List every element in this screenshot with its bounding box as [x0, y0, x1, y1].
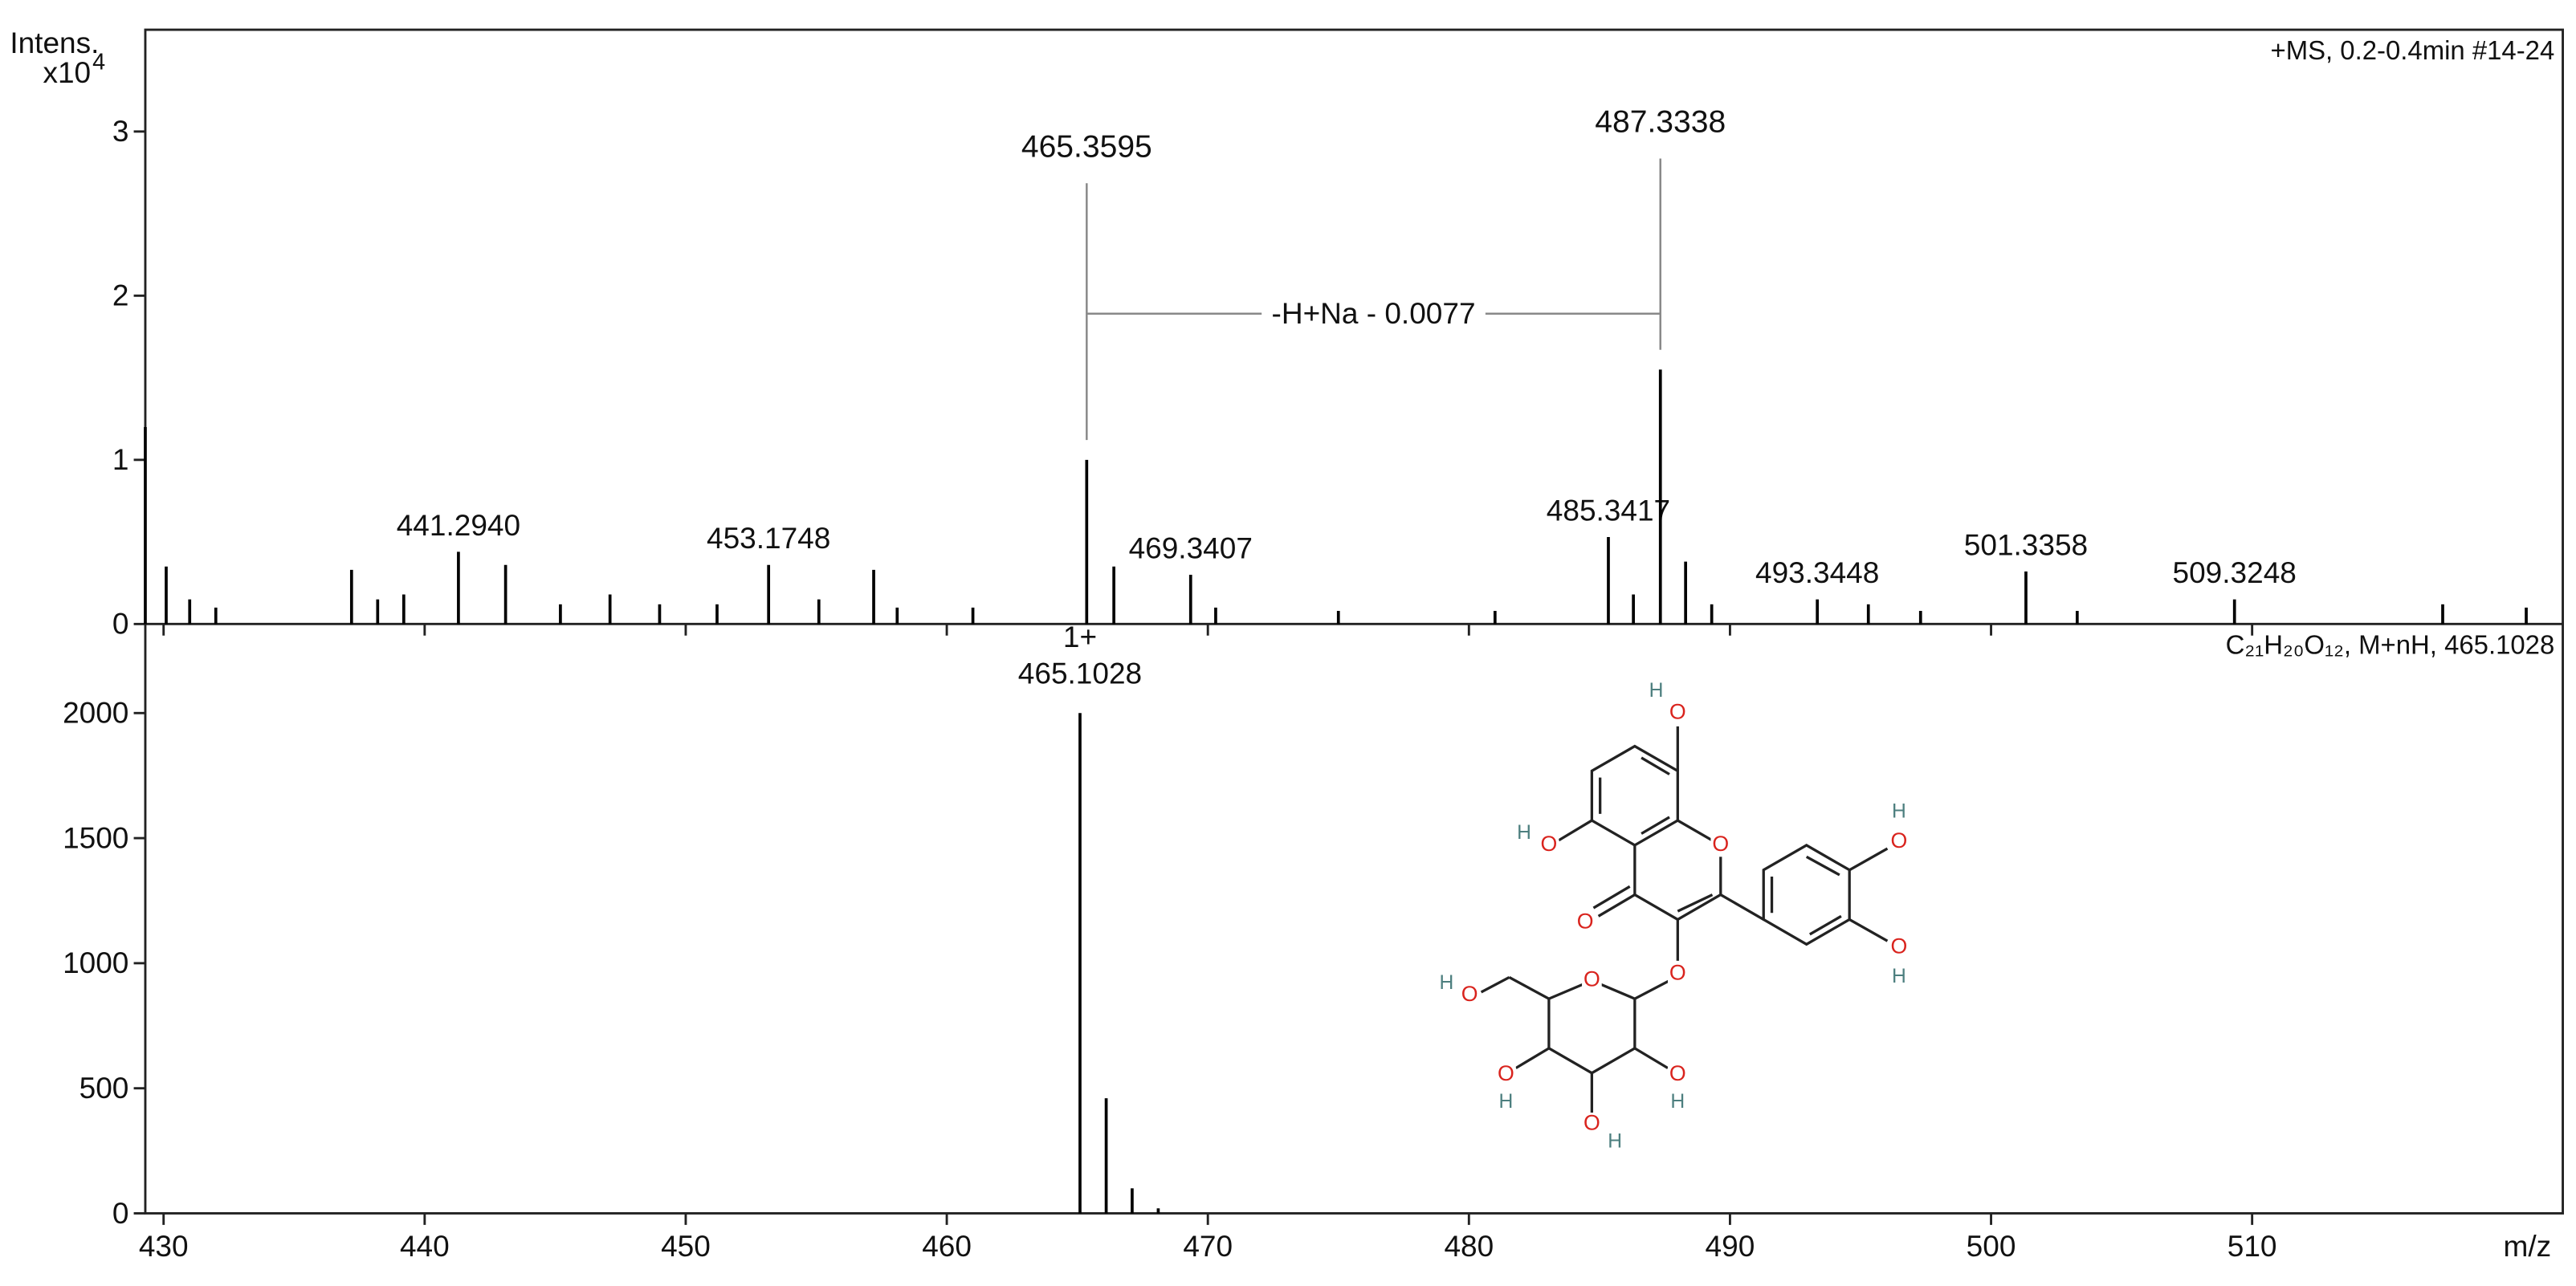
atom-bg — [1604, 1130, 1625, 1154]
atom-label: O — [1498, 1061, 1514, 1085]
atom-bg — [1437, 972, 1457, 996]
bracket-label: -H+Na - 0.0077 — [1272, 296, 1476, 330]
atom-bg — [1889, 800, 1910, 824]
top-annotation: +MS, 0.2-0.4min #14-24 — [2270, 35, 2554, 65]
atom-label: O — [1712, 832, 1729, 856]
y-tick-label: 500 — [79, 1071, 129, 1105]
bond — [1805, 855, 1840, 877]
x-tick-label: 490 — [1706, 1229, 1755, 1263]
peak-label: 493.3448 — [1755, 556, 1879, 589]
atom-bg — [1889, 936, 1910, 959]
atom-label: H — [1649, 680, 1664, 702]
atom-bg — [1710, 833, 1731, 857]
bond — [1633, 1047, 1669, 1069]
x-tick-label: 430 — [139, 1229, 189, 1263]
ring-c — [1633, 819, 1722, 922]
atom-bg — [1667, 702, 1688, 725]
bond — [1641, 756, 1670, 775]
y-tick-label: 0 — [112, 607, 129, 641]
bottom-annotation: C₂₁H₂₀O₁₂, M+nH, 465.1028 — [2226, 629, 2555, 659]
peak-label: 469.3407 — [1129, 531, 1253, 564]
atom-bg — [1575, 911, 1596, 934]
bond — [1719, 893, 1765, 921]
x-axis-label: m/z — [2504, 1229, 2552, 1263]
y-tick-label: 0 — [112, 1196, 129, 1230]
bond — [1558, 819, 1593, 842]
y-tick-label: 1 — [112, 442, 129, 476]
atom-bg — [1889, 966, 1910, 989]
atom-label: O — [1890, 934, 1907, 958]
y-multiplier: x10 — [43, 55, 91, 89]
atom-bg — [1459, 983, 1480, 1007]
bond — [1848, 847, 1889, 872]
bond — [1809, 914, 1842, 936]
y-tick-label: 3 — [112, 114, 129, 148]
atom-label: H — [1892, 966, 1906, 987]
atom-label: O — [1584, 967, 1600, 991]
atom-bg — [1582, 969, 1602, 992]
atom-bg — [1582, 1113, 1602, 1136]
bond — [1480, 975, 1510, 994]
atom-label: H — [1670, 1091, 1685, 1113]
bond — [1677, 893, 1714, 913]
atom-bg — [1496, 1091, 1516, 1115]
atom-label: O — [1669, 699, 1686, 723]
atom-label: O — [1461, 982, 1478, 1006]
peak-label: 485.3417 — [1547, 493, 1670, 527]
y-tick-label: 2000 — [63, 696, 128, 730]
atom-bg — [1667, 962, 1688, 986]
atom-label: O — [1541, 832, 1558, 856]
y-axis-label: Intens. — [10, 26, 99, 59]
atom-bg — [1539, 833, 1559, 857]
peak-label: 487.3338 — [1595, 105, 1726, 140]
ring-b — [1762, 844, 1851, 946]
x-tick-label: 480 — [1444, 1229, 1494, 1263]
bond — [1597, 893, 1636, 918]
atom-bg — [1514, 822, 1535, 845]
bond — [1641, 816, 1670, 835]
atom-label: H — [1608, 1131, 1622, 1153]
peak-label: 465.3595 — [1021, 129, 1152, 164]
y-exponent: 4 — [92, 49, 105, 75]
atom-bg — [1889, 830, 1910, 854]
bond — [1848, 918, 1889, 942]
atom-bg — [1667, 1063, 1688, 1087]
peak-label: 509.3248 — [2173, 556, 2297, 589]
peak-label: 465.1028 — [1018, 656, 1142, 690]
y-tick-label: 1000 — [63, 946, 128, 979]
atom-label: O — [1669, 960, 1686, 984]
x-tick-label: 510 — [2228, 1229, 2277, 1263]
y-tick-label: 1500 — [63, 820, 128, 854]
atom-bg — [1646, 680, 1666, 704]
x-tick-label: 470 — [1183, 1229, 1233, 1263]
peak-label: 441.2940 — [397, 508, 520, 542]
atom-label: O — [1584, 1111, 1600, 1135]
bond — [1634, 979, 1670, 1000]
charge-label: 1+ — [1063, 620, 1097, 653]
ring-a — [1590, 744, 1679, 847]
x-tick-label: 460 — [922, 1229, 972, 1263]
atom-label: O — [1577, 910, 1594, 934]
peak-label: 453.1748 — [707, 521, 830, 555]
plot-frame — [144, 28, 2564, 1215]
bond — [1592, 885, 1631, 910]
atom-label: O — [1890, 828, 1907, 853]
x-tick-label: 500 — [1967, 1229, 2016, 1263]
peak-label: 501.3358 — [1964, 527, 2088, 561]
bond — [1508, 975, 1550, 1000]
bond — [1514, 1047, 1550, 1069]
atom-label: H — [1517, 822, 1531, 844]
y-tick-label: 2 — [112, 279, 129, 312]
x-tick-label: 440 — [400, 1229, 450, 1263]
atom-bg — [1667, 1091, 1688, 1115]
atom-label: H — [1499, 1091, 1514, 1113]
ring-glucose — [1547, 979, 1636, 1075]
atom-label: H — [1440, 972, 1454, 994]
atom-bg — [1496, 1063, 1516, 1087]
atom-label: H — [1892, 800, 1906, 822]
atom-label: O — [1669, 1061, 1686, 1085]
x-tick-label: 450 — [661, 1229, 711, 1263]
